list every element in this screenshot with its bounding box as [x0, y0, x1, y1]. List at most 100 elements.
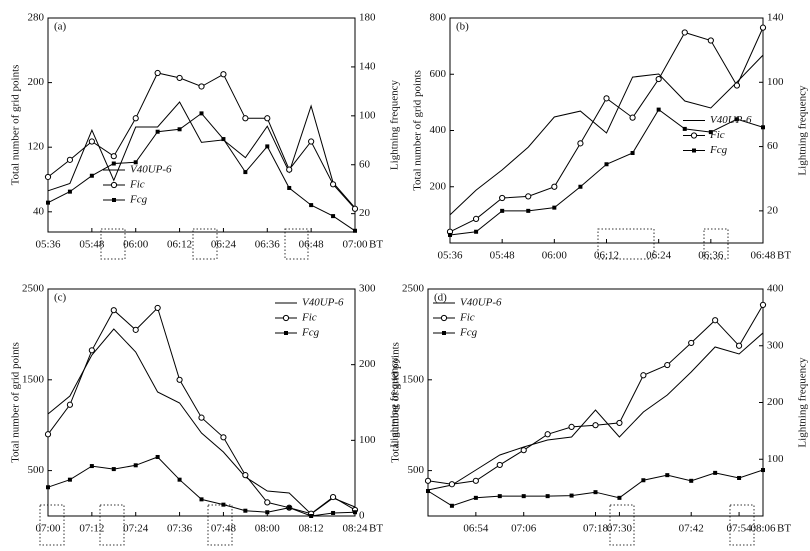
- point: [472, 477, 479, 484]
- point: [472, 215, 480, 222]
- point: [46, 200, 50, 205]
- x-tick-label: 08:06: [750, 523, 776, 535]
- point: [664, 361, 671, 369]
- point: [243, 508, 248, 513]
- y-tick-label: 600: [430, 68, 447, 80]
- point: [544, 431, 551, 438]
- point: [521, 494, 526, 499]
- y-axis-title: Total number of grid points: [10, 65, 22, 186]
- series-line: [47, 112, 356, 232]
- point: [640, 372, 647, 379]
- legend-label: Fic: [129, 179, 145, 191]
- y-tick-label: 120: [28, 141, 45, 153]
- legend-label: Fic: [301, 312, 317, 324]
- point: [242, 472, 249, 479]
- point: [199, 111, 204, 116]
- panel-label: (d): [434, 292, 447, 304]
- point: [132, 115, 139, 122]
- point: [655, 75, 662, 83]
- legend-marker: [282, 314, 290, 322]
- y2-tick-label: 400: [767, 283, 784, 295]
- legend-marker: [284, 331, 288, 335]
- point: [242, 115, 249, 122]
- point: [220, 71, 227, 78]
- x-tick-label: 06:12: [594, 250, 619, 262]
- x-tick-label: 07:00: [342, 239, 368, 251]
- point: [46, 485, 50, 490]
- point: [133, 160, 138, 165]
- y2-axis-title: Lightning frequency: [389, 79, 401, 170]
- point: [448, 481, 456, 488]
- y2-tick-label: 300: [767, 339, 784, 351]
- dotted-box: [207, 504, 233, 546]
- legend-marker: [442, 331, 446, 335]
- dotted-box: [729, 504, 755, 546]
- y2-axis-title: Lightning frequency: [797, 357, 809, 448]
- series-line: [427, 332, 764, 491]
- series-line: [47, 328, 356, 515]
- series-line: [427, 469, 764, 507]
- highlight-boxes: [39, 228, 755, 546]
- point: [577, 140, 584, 147]
- legend-label: Fic: [459, 312, 475, 324]
- point: [603, 95, 610, 102]
- y2-axis-title: Lightning frequency: [797, 85, 809, 176]
- point: [497, 494, 502, 499]
- x-tick-label: 05:36: [437, 250, 463, 262]
- y-tick-label: 800: [430, 12, 447, 24]
- y2-tick-label: 20: [767, 204, 779, 216]
- point: [111, 161, 116, 166]
- point: [424, 477, 432, 484]
- point: [329, 181, 337, 188]
- legend-marker: [440, 314, 448, 322]
- plot-frame: [47, 17, 356, 233]
- x-tick-label: 07:42: [679, 523, 704, 535]
- point: [329, 493, 337, 501]
- panel-label: (a): [54, 21, 67, 33]
- point: [221, 502, 226, 507]
- y2-tick-label: 140: [767, 12, 784, 24]
- point: [551, 183, 558, 190]
- x-tick-label: 05:36: [35, 239, 61, 251]
- point: [629, 114, 636, 121]
- y2-tick-label: 100: [359, 109, 376, 121]
- legend-marker: [112, 198, 116, 202]
- point: [264, 115, 271, 122]
- series-line: [47, 101, 356, 209]
- x-tick-label: 07:48: [211, 523, 237, 535]
- point: [734, 117, 739, 122]
- y-tick-label: 500: [408, 464, 425, 476]
- x-axis-unit: BT: [777, 523, 791, 535]
- point: [308, 138, 315, 145]
- point: [449, 503, 454, 508]
- panel: (c)Total number of grid points Lightning …: [10, 283, 401, 535]
- point: [198, 83, 205, 90]
- point: [111, 467, 116, 472]
- legend-label: Fcg: [129, 194, 148, 206]
- panel-label: (b): [456, 21, 469, 33]
- panel: (b) Total number of grid points Lightning …: [412, 12, 809, 262]
- point: [592, 422, 599, 429]
- point: [89, 173, 94, 178]
- y-tick-label: 200: [430, 180, 447, 192]
- point: [617, 495, 622, 500]
- series-line: [427, 304, 764, 485]
- point: [712, 317, 719, 324]
- x-tick-label: 06:36: [698, 250, 724, 262]
- point: [132, 326, 139, 333]
- point: [525, 193, 532, 200]
- y-axis-title: Total number of grid points: [390, 342, 402, 463]
- point: [759, 301, 767, 308]
- point: [689, 478, 694, 483]
- x-tick-label: 06:00: [123, 239, 149, 251]
- dotted-box: [39, 504, 65, 546]
- dotted-box: [609, 504, 635, 546]
- point: [265, 510, 270, 515]
- point: [665, 473, 670, 478]
- point: [759, 24, 767, 31]
- point: [67, 189, 72, 194]
- y-tick-label: 2500: [22, 283, 45, 295]
- y2-tick-label: 140: [359, 60, 376, 72]
- point: [552, 205, 557, 210]
- x-tick-label: 06:24: [211, 239, 237, 251]
